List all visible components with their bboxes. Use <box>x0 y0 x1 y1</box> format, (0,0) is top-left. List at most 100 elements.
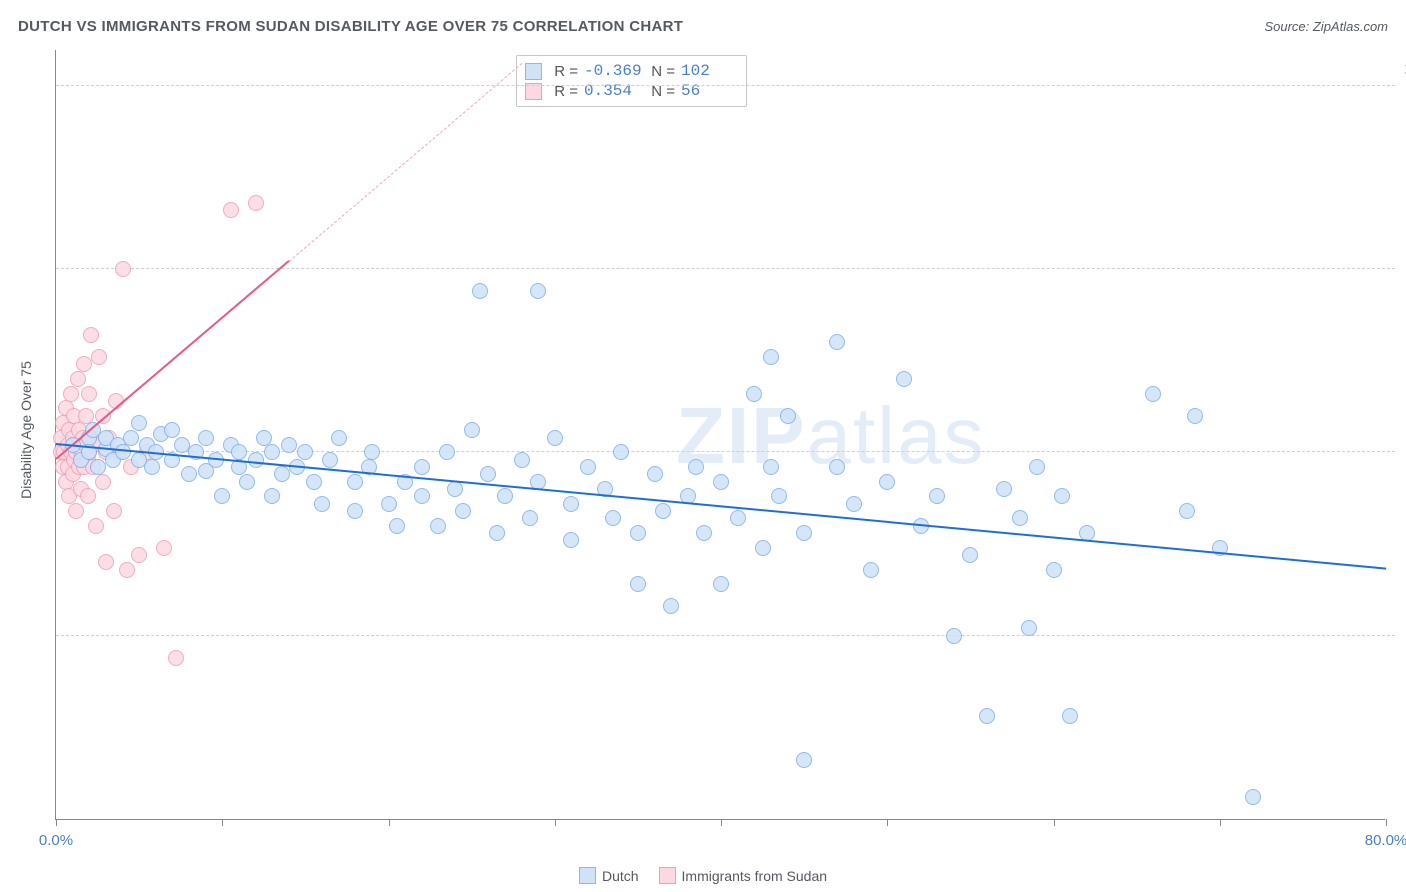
trendline-sudan-ext <box>288 63 521 262</box>
point-dutch <box>198 430 214 446</box>
point-sudan <box>119 562 135 578</box>
point-dutch <box>489 525 505 541</box>
point-dutch <box>115 444 131 460</box>
point-dutch <box>796 752 812 768</box>
point-sudan <box>81 386 97 402</box>
x-tick-label: 80.0% <box>1365 832 1406 849</box>
source-label: Source: ZipAtlas.com <box>1264 19 1388 34</box>
x-tick <box>1386 819 1387 826</box>
point-dutch <box>472 283 488 299</box>
x-tick <box>56 819 57 826</box>
point-dutch <box>1187 408 1203 424</box>
point-sudan <box>63 386 79 402</box>
point-dutch <box>613 444 629 460</box>
legend-label-sudan: Immigrants from Sudan <box>682 868 828 884</box>
point-dutch <box>713 474 729 490</box>
stat-n-dutch: 102 <box>681 62 736 80</box>
point-dutch <box>181 466 197 482</box>
point-sudan <box>78 408 94 424</box>
y-tick-label: 25.0% <box>1395 610 1406 627</box>
legend-item-sudan: Immigrants from Sudan <box>659 867 828 884</box>
y-axis-label: Disability Age Over 75 <box>18 361 34 499</box>
x-tick <box>721 819 722 826</box>
y-tick-label: 100.0% <box>1395 60 1406 77</box>
y-tick-label: 75.0% <box>1395 244 1406 261</box>
point-dutch <box>123 430 139 446</box>
point-dutch <box>439 444 455 460</box>
legend-label-dutch: Dutch <box>602 868 639 884</box>
point-dutch <box>306 474 322 490</box>
point-sudan <box>115 261 131 277</box>
point-sudan <box>80 488 96 504</box>
legend-item-dutch: Dutch <box>579 867 639 884</box>
x-tick <box>1054 819 1055 826</box>
point-dutch <box>1029 459 1045 475</box>
point-dutch <box>829 334 845 350</box>
point-dutch <box>655 503 671 519</box>
stats-legend-box: R = -0.369 N = 102 R = 0.354 N = 56 <box>516 55 747 107</box>
point-dutch <box>755 540 771 556</box>
chart-title: DUTCH VS IMMIGRANTS FROM SUDAN DISABILIT… <box>18 18 683 35</box>
point-dutch <box>331 430 347 446</box>
point-dutch <box>1179 503 1195 519</box>
point-dutch <box>1046 562 1062 578</box>
point-dutch <box>771 488 787 504</box>
point-dutch <box>514 452 530 468</box>
x-tick <box>389 819 390 826</box>
point-dutch <box>580 459 596 475</box>
point-dutch <box>746 386 762 402</box>
point-dutch <box>381 496 397 512</box>
x-tick <box>1220 819 1221 826</box>
point-dutch <box>962 547 978 563</box>
point-dutch <box>414 459 430 475</box>
stat-r-dutch: -0.369 <box>584 62 639 80</box>
x-tick <box>555 819 556 826</box>
point-sudan <box>106 503 122 519</box>
point-dutch <box>264 488 280 504</box>
point-dutch <box>480 466 496 482</box>
x-tick <box>222 819 223 826</box>
point-dutch <box>630 576 646 592</box>
point-dutch <box>1054 488 1070 504</box>
point-dutch <box>464 422 480 438</box>
swatch-sudan <box>659 867 676 884</box>
bottom-legend: Dutch Immigrants from Sudan <box>0 867 1406 884</box>
point-dutch <box>630 525 646 541</box>
swatch-dutch <box>525 63 542 80</box>
point-dutch <box>322 452 338 468</box>
point-dutch <box>730 510 746 526</box>
point-dutch <box>846 496 862 512</box>
point-sudan <box>70 371 86 387</box>
point-dutch <box>563 532 579 548</box>
point-dutch <box>1145 386 1161 402</box>
point-dutch <box>879 474 895 490</box>
point-dutch <box>696 525 712 541</box>
point-dutch <box>455 503 471 519</box>
point-dutch <box>763 349 779 365</box>
point-dutch <box>1012 510 1028 526</box>
point-dutch <box>563 496 579 512</box>
point-dutch <box>231 444 247 460</box>
point-dutch <box>796 525 812 541</box>
point-sudan <box>156 540 172 556</box>
point-dutch <box>447 481 463 497</box>
swatch-dutch <box>579 867 596 884</box>
point-dutch <box>763 459 779 475</box>
point-sudan <box>76 356 92 372</box>
point-dutch <box>414 488 430 504</box>
point-dutch <box>248 452 264 468</box>
point-dutch <box>896 371 912 387</box>
point-dutch <box>863 562 879 578</box>
point-dutch <box>946 628 962 644</box>
point-dutch <box>347 503 363 519</box>
point-dutch <box>605 510 621 526</box>
point-dutch <box>780 408 796 424</box>
point-dutch <box>214 488 230 504</box>
point-dutch <box>979 708 995 724</box>
gridline <box>56 268 1395 269</box>
gridline <box>56 635 1395 636</box>
stat-label: R = <box>548 63 578 80</box>
point-dutch <box>164 422 180 438</box>
point-dutch <box>1021 620 1037 636</box>
point-dutch <box>281 437 297 453</box>
